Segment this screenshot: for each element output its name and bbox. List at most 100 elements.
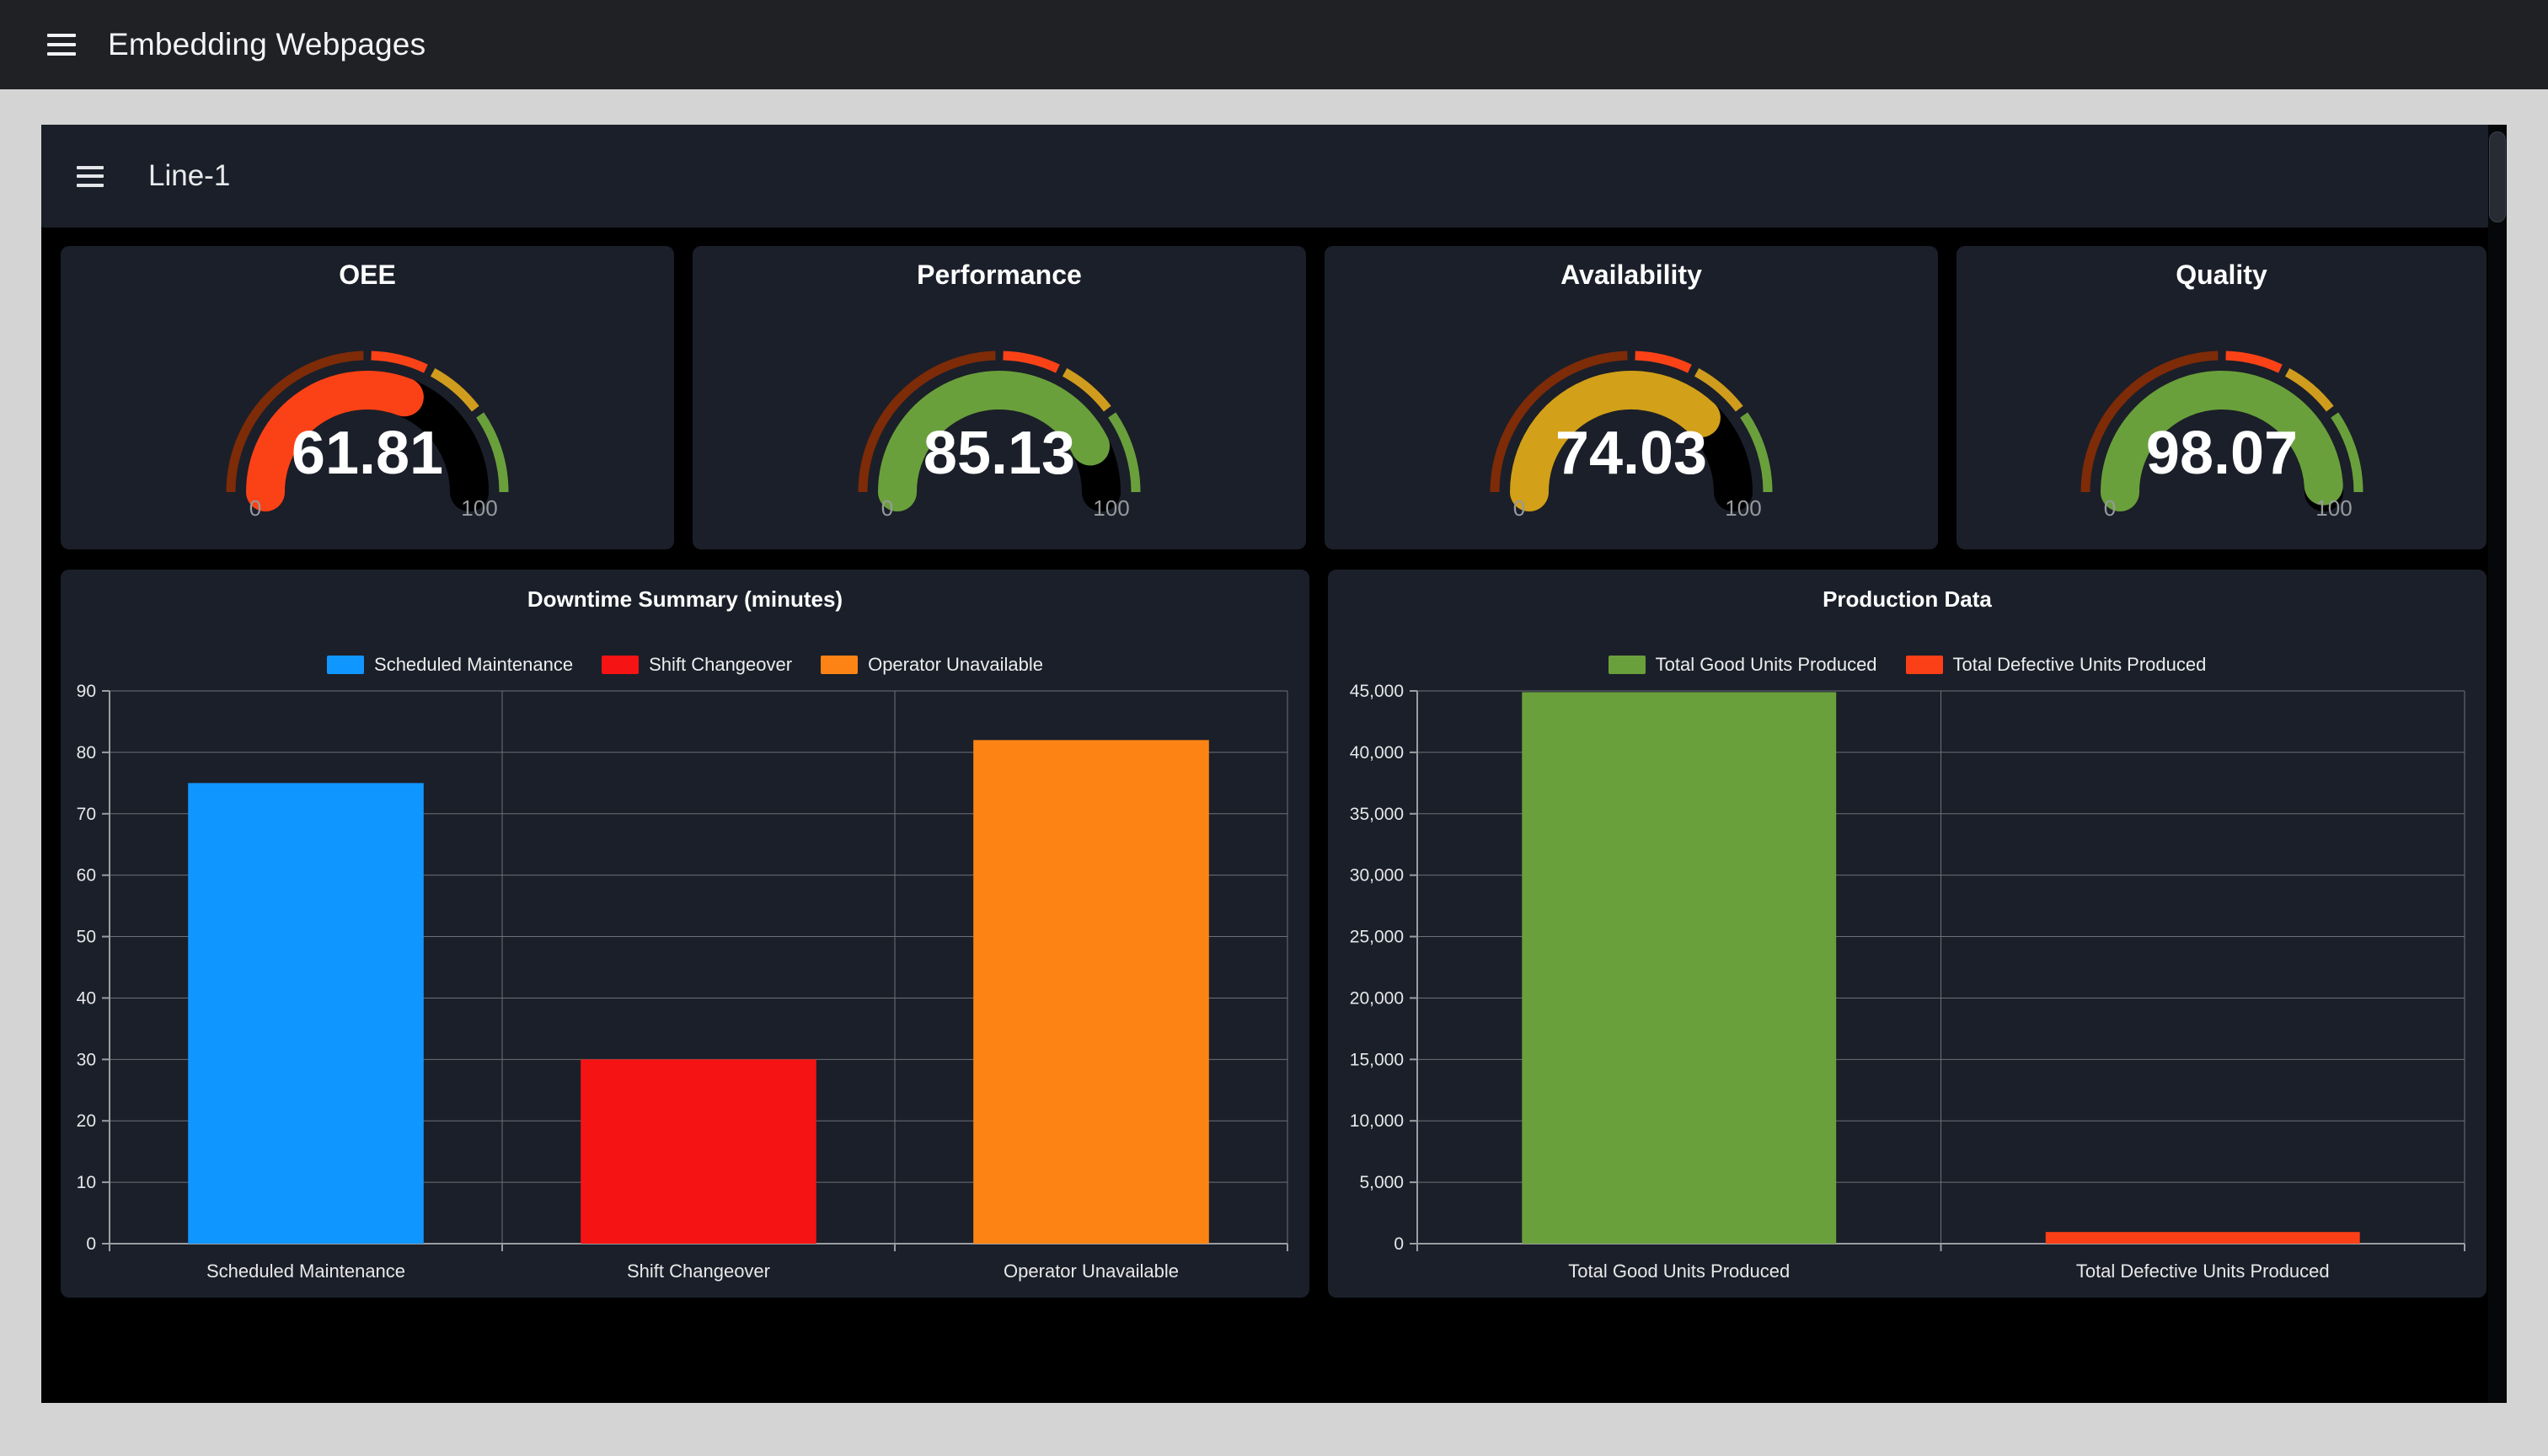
gauge-zone-arc [1490,351,1628,493]
y-axis-tick-label: 10 [77,1173,96,1192]
y-axis-tick-label: 80 [77,743,96,763]
legend-swatch [602,656,640,674]
app-topbar: Embedding Webpages [0,0,2548,89]
dashboard-menu-icon[interactable] [77,165,104,187]
bar [973,740,1209,1244]
app-title: Embedding Webpages [108,27,426,62]
gauge-max-label: 100 [1725,495,1761,517]
scrollbar-track[interactable] [2488,125,2507,1403]
charts-row: Downtime Summary (minutes) Scheduled Mai… [41,570,2488,1298]
chart-legend: Total Good Units Produced Total Defective… [1328,654,2486,676]
gauge-value-label: 85.13 [923,420,1075,487]
bar [1522,692,1837,1244]
legend-swatch [1905,656,1943,674]
y-axis-tick-label: 90 [77,682,96,701]
gauge-zone-arc [2080,351,2219,493]
bar-chart: 0 10 20 30 40 50 60 70 80 90 Scheduled Maintenance… [61,570,1309,1298]
y-axis-tick-label: 45,000 [1350,682,1404,701]
y-axis-tick-label: 25,000 [1350,928,1404,947]
gauge-title: Quality [2176,260,2267,290]
gauge-zone-arc [2330,412,2363,493]
x-axis-category-label: Operator Unavailable [1004,1261,1179,1282]
y-axis-tick-label: 70 [77,805,96,824]
gauge-chart: 85.13 0 100 [848,337,1151,522]
gauge-value-label: 98.07 [2145,420,2297,487]
gauge-title: OEE [339,260,396,290]
gauge-max-label: 100 [1093,495,1129,517]
y-axis-tick-label: 0 [1394,1234,1404,1254]
production-data-chart-card: Production Data Total Good Units Produce… [1328,570,2486,1298]
x-axis-category-label: Total Good Units Produced [1568,1261,1790,1282]
legend-label: Shift Changeover [649,654,793,675]
legend-swatch [1608,656,1646,674]
gauge-value-arc [246,371,424,511]
gauge-card-performance: Performance 85.13 0 100 [693,246,1306,549]
y-axis-tick-label: 50 [77,928,96,947]
gauge-zone-arc [1694,367,1743,412]
chart-title: Production Data [1823,586,1992,612]
x-axis-category-label: Total Defective Units Produced [2076,1261,2330,1282]
gauge-zone-arc [430,367,479,412]
y-axis-tick-label: 20,000 [1350,988,1404,1008]
y-axis-tick-label: 0 [86,1234,96,1254]
chart-title: Downtime Summary (minutes) [527,586,843,612]
y-axis-tick-label: 10,000 [1350,1111,1404,1131]
gauge-zone-arc [1635,351,1692,373]
y-axis-tick-label: 30 [77,1050,96,1069]
gauge-title: Availability [1560,260,1702,290]
chart-legend: Scheduled Maintenance Shift Changeover Ope… [61,654,1309,676]
gauge-max-label: 100 [461,495,497,517]
legend-item[interactable]: Total Defective Units Produced [1905,654,2206,676]
gauge-card-quality: Quality 98.07 0 100 [1956,246,2486,549]
legend-item[interactable]: Scheduled Maintenance [327,654,573,676]
gauge-chart: 61.81 0 100 [216,337,519,522]
gauge-row: OEE 61.81 0 100 Performance 85.13 0 100 Avai… [41,246,2488,549]
y-axis-tick-label: 5,000 [1359,1173,1404,1192]
y-axis-tick-label: 40,000 [1350,743,1404,763]
gauge-min-label: 0 [1513,495,1525,517]
gauge-zone-arc [476,412,509,493]
legend-label: Total Good Units Produced [1655,654,1877,675]
gauge-value-label: 74.03 [1555,420,1707,487]
menu-icon-bar [47,52,76,56]
gauge-value-arc [878,371,1111,511]
bar-chart: 0 5,000 10,000 15,000 20,000 25,000 30,000 35,0… [1328,570,2486,1298]
y-axis-tick-label: 60 [77,866,96,886]
gauge-zone-arc [1003,351,1060,373]
gauge-zone-arc [2284,367,2334,412]
scrollbar-thumb[interactable] [2489,131,2506,222]
menu-icon-bar [47,43,76,46]
legend-swatch [821,656,859,674]
gauge-value-arc [2100,370,2343,511]
gauge-value-arc [1510,371,1721,511]
gauge-min-label: 0 [249,495,261,517]
menu-icon[interactable] [47,34,76,56]
dashboard-title: Line-1 [148,159,231,192]
gauge-zone-arc [371,351,428,373]
bar [188,783,424,1244]
legend-label: Scheduled Maintenance [374,654,574,675]
gauge-zone-arc [858,351,996,493]
legend-item[interactable]: Shift Changeover [602,654,792,676]
legend-item[interactable]: Total Good Units Produced [1608,654,1877,676]
menu-icon-bar [77,174,104,178]
x-axis-category-label: Shift Changeover [627,1261,770,1282]
legend-label: Operator Unavailable [868,654,1043,675]
y-axis-tick-label: 30,000 [1350,866,1404,886]
legend-swatch [327,656,365,674]
gauge-card-availability: Availability 74.03 0 100 [1325,246,1938,549]
gauge-zone-arc [1740,412,1773,493]
gauge-max-label: 100 [2315,495,2352,517]
y-axis-tick-label: 20 [77,1111,96,1131]
gauge-min-label: 0 [2103,495,2115,517]
downtime-summary-chart-card: Downtime Summary (minutes) Scheduled Mai… [61,570,1309,1298]
gauge-card-oee: OEE 61.81 0 100 [61,246,674,549]
menu-icon-bar [47,34,76,37]
gauge-zone-arc [226,351,364,493]
embedded-dashboard-panel: Line-1 OEE 61.81 0 100 Performance 85.13 0 1… [41,125,2507,1403]
menu-icon-bar [77,165,104,169]
legend-item[interactable]: Operator Unavailable [821,654,1043,676]
gauge-chart: 74.03 0 100 [1480,337,1783,522]
bar [2045,1232,2360,1244]
gauge-min-label: 0 [881,495,893,517]
